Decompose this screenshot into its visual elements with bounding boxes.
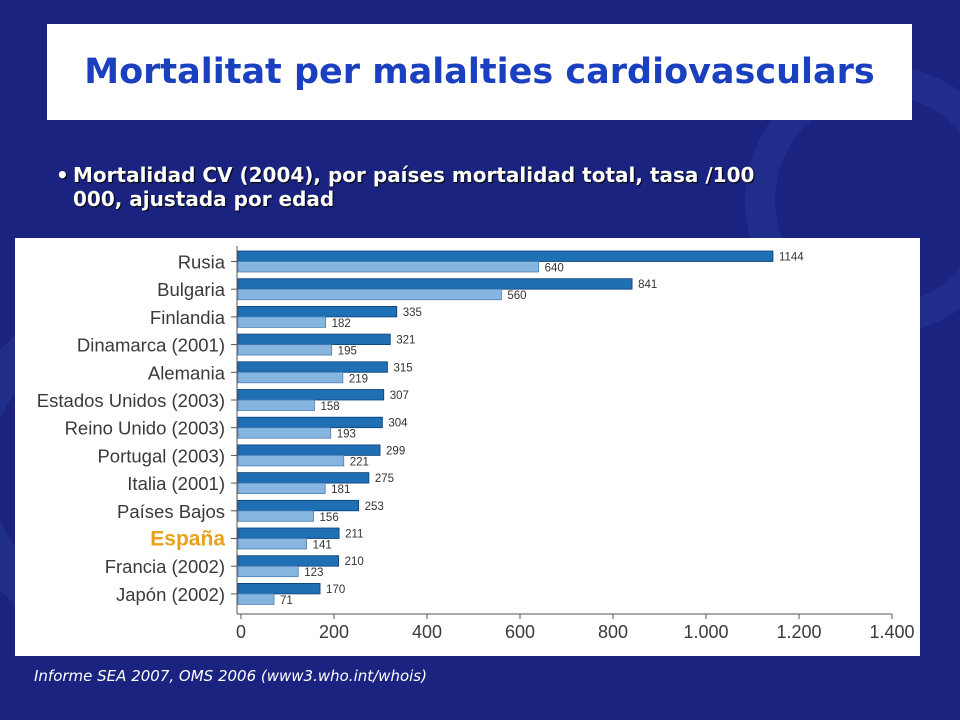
title-box: Mortalitat per malalties cardiovasculars bbox=[47, 24, 912, 120]
category-label: Portugal (2003) bbox=[97, 445, 225, 466]
data-label-total: 841 bbox=[638, 279, 657, 291]
value-tick-label: 200 bbox=[319, 622, 349, 642]
bar-secondary bbox=[237, 344, 333, 356]
value-tick-label: 1.200 bbox=[776, 622, 821, 642]
data-label-secondary: 193 bbox=[337, 429, 356, 441]
data-label-secondary: 640 bbox=[545, 263, 564, 275]
value-tick-label: 600 bbox=[505, 622, 535, 642]
data-label-secondary: 141 bbox=[313, 540, 332, 552]
category-label: Francia (2002) bbox=[105, 556, 225, 577]
source-note: Informe SEA 2007, OMS 2006 (www3.who.int… bbox=[34, 667, 427, 685]
data-label-total: 211 bbox=[345, 529, 363, 541]
data-label-secondary: 181 bbox=[331, 484, 350, 496]
data-label-total: 275 bbox=[375, 473, 394, 485]
value-tick-label: 1.000 bbox=[683, 622, 728, 642]
data-label-total: 253 bbox=[365, 501, 384, 513]
value-tick-label: 400 bbox=[412, 622, 442, 642]
bar-secondary bbox=[237, 427, 332, 439]
data-label-total: 299 bbox=[386, 445, 405, 457]
bar-total bbox=[237, 499, 360, 512]
data-label-secondary: 221 bbox=[350, 456, 369, 468]
category-label: Estados Unidos (2003) bbox=[37, 390, 225, 411]
data-label-total: 335 bbox=[403, 307, 422, 319]
bar-total bbox=[237, 555, 340, 567]
data-label-total: 304 bbox=[388, 418, 408, 430]
category-label: Rusia bbox=[178, 252, 226, 273]
bar-secondary bbox=[237, 288, 502, 301]
data-label-total: 170 bbox=[326, 584, 345, 596]
value-tick-label: 1.400 bbox=[869, 622, 914, 642]
data-label-secondary: 156 bbox=[320, 512, 339, 524]
data-label-secondary: 71 bbox=[280, 595, 293, 607]
data-label-secondary: 123 bbox=[304, 567, 323, 579]
category-label: España bbox=[150, 528, 225, 551]
bar-total bbox=[237, 416, 383, 429]
bar-total bbox=[237, 527, 340, 539]
data-label-total: 307 bbox=[390, 390, 409, 402]
value-tick-label: 800 bbox=[598, 622, 628, 642]
category-label: Países Bajos bbox=[117, 501, 225, 522]
data-label-secondary: 560 bbox=[507, 290, 526, 302]
category-label: Bulgaria bbox=[157, 279, 226, 300]
data-label-total: 315 bbox=[393, 362, 412, 374]
value-tick-label: 0 bbox=[236, 622, 246, 642]
bar-total bbox=[237, 361, 388, 373]
bar-secondary bbox=[237, 261, 540, 273]
data-label-secondary: 158 bbox=[320, 401, 339, 413]
bar-total bbox=[237, 472, 370, 484]
bar-secondary bbox=[237, 565, 299, 578]
bar-secondary bbox=[237, 371, 344, 384]
bar-total bbox=[237, 333, 391, 345]
bullet-dot-icon: • bbox=[56, 163, 69, 187]
bar-total bbox=[237, 278, 633, 290]
bar-secondary bbox=[237, 593, 275, 605]
bar-total bbox=[237, 444, 381, 456]
data-label-secondary: 219 bbox=[349, 373, 368, 385]
bar-secondary bbox=[237, 399, 315, 411]
category-label: Alemania bbox=[148, 362, 226, 383]
category-label: Finlandia bbox=[150, 307, 226, 328]
chart-panel: Rusia 1144 640 Bulgaria 841 560 Finlandia 335 18… bbox=[15, 238, 920, 656]
bar-secondary bbox=[237, 510, 314, 522]
data-label-total: 210 bbox=[345, 556, 364, 568]
data-label-total: 1144 bbox=[779, 252, 804, 264]
bar-secondary bbox=[237, 316, 327, 328]
category-label: Italia (2001) bbox=[127, 473, 225, 494]
bullet-text: Mortalidad CV (2004), por países mortali… bbox=[73, 163, 755, 211]
bar-secondary bbox=[237, 454, 345, 467]
bar-chart: Rusia 1144 640 Bulgaria 841 560 Finlandia 335 18… bbox=[37, 246, 915, 642]
bar-total bbox=[237, 250, 774, 262]
data-label-secondary: 195 bbox=[338, 346, 357, 358]
bar-total bbox=[237, 389, 385, 401]
data-label-secondary: 182 bbox=[332, 318, 351, 330]
slide-title: Mortalitat per malalties cardiovasculars bbox=[84, 52, 875, 92]
category-label: Japón (2002) bbox=[116, 584, 225, 605]
category-label: Dinamarca (2001) bbox=[77, 335, 225, 356]
bar-total bbox=[237, 582, 321, 595]
bar-secondary bbox=[237, 538, 307, 550]
category-label: Reino Unido (2003) bbox=[65, 418, 225, 439]
data-label-total: 321 bbox=[396, 335, 415, 347]
bar-total bbox=[237, 306, 398, 318]
bar-secondary bbox=[237, 482, 326, 495]
